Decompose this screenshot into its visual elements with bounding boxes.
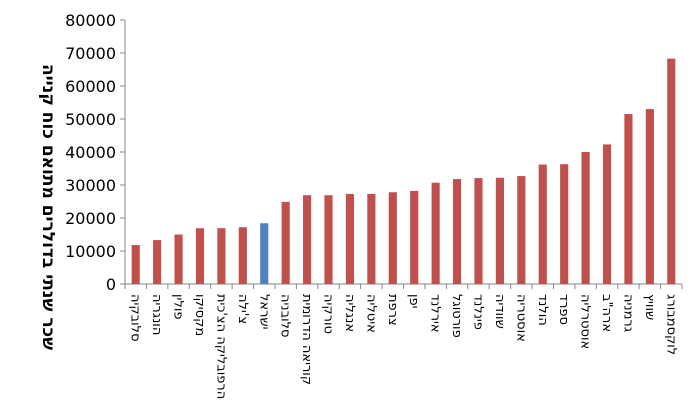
x-tick-label: ארה"ב — [599, 294, 614, 332]
bar — [410, 190, 419, 284]
bar — [602, 144, 612, 284]
x-tick-label: גרמניה — [620, 294, 635, 332]
bar — [560, 164, 569, 284]
y-axis-label: שכר שנתי בדולרים מתואם כוח קנייה — [38, 64, 58, 350]
y-tick-label: 60000 — [65, 77, 116, 96]
bar — [645, 109, 654, 284]
bar — [431, 182, 440, 284]
y-tick-label: 80000 — [65, 11, 116, 30]
x-tick-label: טורקיה — [321, 294, 336, 334]
y-tick-label: 70000 — [65, 44, 116, 63]
x-tick-label: צרפת — [385, 294, 400, 326]
bar — [367, 193, 376, 284]
x-tick-label: הולנד — [535, 294, 550, 326]
y-tick-label: 40000 — [65, 143, 116, 162]
bar — [474, 178, 483, 284]
y-tick-label: 10000 — [65, 242, 116, 261]
x-tick-label: אוסטריה — [513, 294, 528, 342]
x-tick-label: פולין — [171, 294, 186, 320]
bar — [345, 193, 355, 284]
bar — [281, 201, 290, 284]
bars — [131, 58, 676, 284]
x-tick-label: אוסטרליה — [578, 294, 593, 349]
bar — [260, 223, 269, 284]
x-tick-label: ספרד — [556, 294, 571, 325]
x-tick-label: לוקסמבורג — [663, 294, 678, 355]
bar — [517, 176, 526, 284]
bar — [217, 228, 226, 284]
x-tick-label: מקסיקו — [192, 294, 207, 336]
bar — [538, 164, 547, 284]
bar — [238, 227, 247, 284]
bar — [452, 179, 462, 284]
x-tick-label: אירלנד — [428, 294, 443, 333]
y-tick-label: 30000 — [65, 176, 116, 195]
x-tick-label: קוריאה הדרומית — [299, 294, 314, 385]
x-tick-label: ישראל — [256, 294, 271, 330]
x-tick-label: אנגליה — [342, 294, 357, 332]
x-tick-label: שוויץ — [642, 294, 657, 320]
x-tick-label: שוודיה — [492, 294, 507, 329]
bar — [388, 192, 397, 284]
bar — [624, 114, 633, 284]
y-axis: 0 10000 20000 30000 40000 50000 60000 70000 8000… — [65, 11, 126, 294]
bar — [324, 195, 333, 284]
x-tick-label: פינלנד — [470, 294, 485, 330]
y-tick-label: 50000 — [65, 110, 116, 129]
bar — [581, 152, 590, 284]
x-tick-label: יפן — [406, 294, 421, 309]
x-tick-label: צ'ילה — [235, 294, 250, 324]
bar — [495, 177, 504, 284]
x-tick-label: סלובניה — [278, 294, 293, 338]
y-tick-label: 0 — [106, 275, 116, 294]
x-tick-label: סלובקיה — [128, 294, 143, 342]
bar — [131, 245, 140, 284]
bar — [174, 234, 183, 284]
bar — [195, 228, 205, 284]
x-tick-label: פורטוגל — [449, 294, 464, 338]
bar — [153, 240, 162, 284]
x-axis: סלובקיה הונגריה פולין מקסיקו הרפובליקה הצ'כי… — [124, 283, 683, 399]
y-tick-label: 20000 — [65, 209, 116, 228]
bar — [303, 195, 312, 284]
x-tick-label: הרפובליקה הצ'כית — [213, 294, 228, 399]
bar — [667, 58, 676, 284]
x-tick-label: איטליה — [363, 294, 378, 333]
x-tick-label: הונגריה — [149, 294, 164, 335]
